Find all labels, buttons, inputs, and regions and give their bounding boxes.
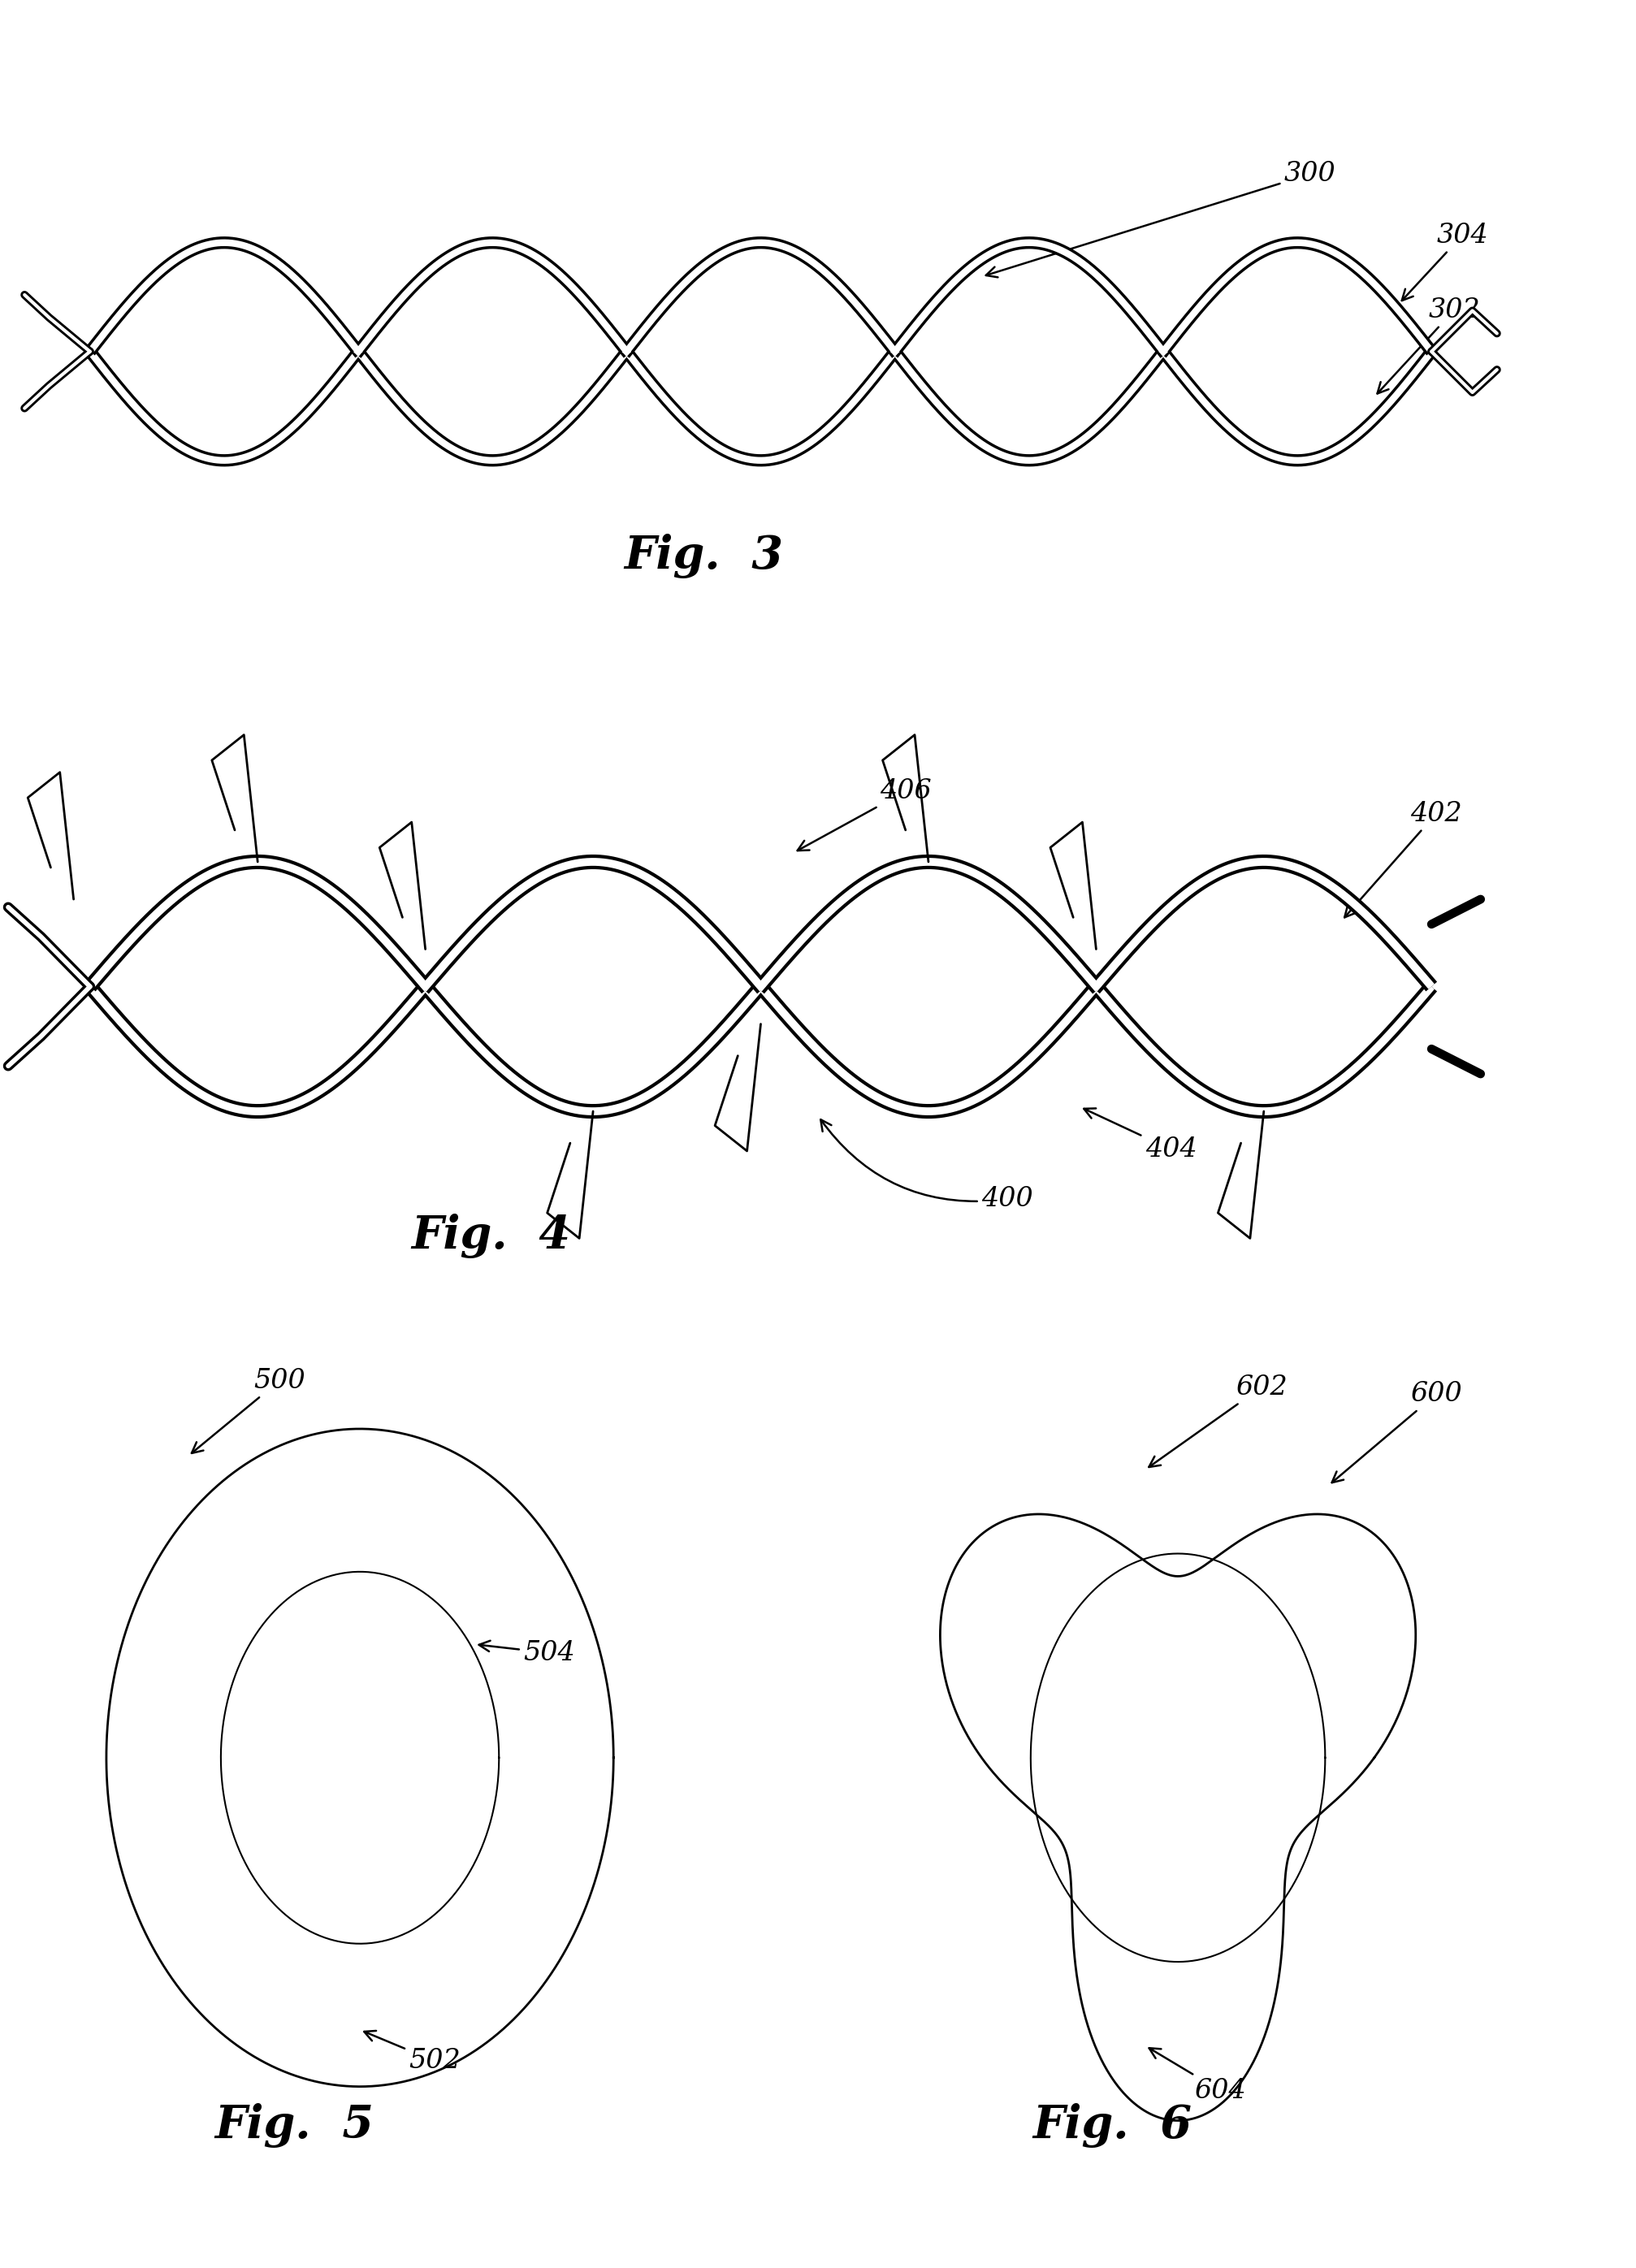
Text: 500: 500 bbox=[191, 1368, 306, 1454]
Text: 300: 300 bbox=[987, 161, 1337, 277]
Text: Fig.  5: Fig. 5 bbox=[214, 2102, 375, 2148]
Text: 304: 304 bbox=[1402, 222, 1489, 302]
Text: 404: 404 bbox=[1085, 1109, 1198, 1163]
Text: 302: 302 bbox=[1378, 297, 1481, 395]
Text: 604: 604 bbox=[1148, 2048, 1247, 2105]
Text: Fig.  6: Fig. 6 bbox=[1032, 2102, 1193, 2148]
Text: 502: 502 bbox=[365, 2030, 461, 2075]
Text: 504: 504 bbox=[479, 1640, 576, 1667]
Text: Fig.  3: Fig. 3 bbox=[623, 533, 784, 578]
Text: 602: 602 bbox=[1148, 1374, 1288, 1467]
Text: 406: 406 bbox=[797, 778, 933, 850]
Text: Fig.  4: Fig. 4 bbox=[411, 1213, 571, 1259]
Text: 402: 402 bbox=[1345, 801, 1463, 919]
Text: 600: 600 bbox=[1332, 1381, 1463, 1483]
Text: 400: 400 bbox=[821, 1120, 1034, 1213]
